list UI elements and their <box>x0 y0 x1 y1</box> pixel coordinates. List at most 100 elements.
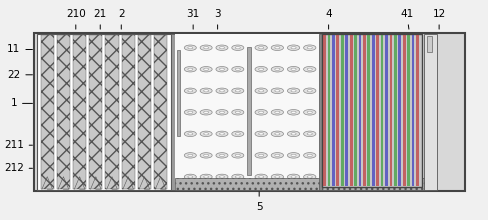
Text: 2: 2 <box>118 9 124 29</box>
Circle shape <box>287 110 299 115</box>
Circle shape <box>258 68 263 70</box>
Text: 31: 31 <box>186 9 200 29</box>
Circle shape <box>290 47 296 49</box>
Circle shape <box>231 131 244 137</box>
Circle shape <box>219 68 224 70</box>
Circle shape <box>216 131 227 137</box>
Circle shape <box>184 66 196 72</box>
Circle shape <box>219 90 224 92</box>
Circle shape <box>254 110 267 115</box>
Circle shape <box>219 133 224 135</box>
Bar <box>34 33 464 191</box>
Circle shape <box>306 176 312 178</box>
Circle shape <box>219 176 224 178</box>
Circle shape <box>216 66 227 72</box>
Bar <box>247 47 250 175</box>
Text: 4: 4 <box>325 9 331 29</box>
Circle shape <box>187 68 192 70</box>
Bar <box>426 36 431 52</box>
Circle shape <box>235 90 240 92</box>
Bar <box>37 34 171 190</box>
Circle shape <box>219 154 224 156</box>
Circle shape <box>203 111 208 114</box>
Circle shape <box>235 133 240 135</box>
Circle shape <box>203 90 208 92</box>
Circle shape <box>274 154 279 157</box>
Bar <box>323 35 325 186</box>
Circle shape <box>254 174 267 180</box>
Bar <box>175 178 426 190</box>
Bar <box>41 35 54 189</box>
Circle shape <box>303 153 315 158</box>
Circle shape <box>306 68 312 70</box>
Circle shape <box>184 45 196 50</box>
Circle shape <box>306 111 312 114</box>
Circle shape <box>200 131 212 137</box>
Circle shape <box>290 68 296 70</box>
Circle shape <box>271 131 283 137</box>
Circle shape <box>306 133 312 135</box>
Bar <box>73 35 86 189</box>
Text: 211: 211 <box>4 140 32 150</box>
Text: 11: 11 <box>7 44 32 55</box>
Circle shape <box>187 90 192 92</box>
Circle shape <box>290 111 296 114</box>
Circle shape <box>271 66 283 72</box>
Circle shape <box>271 153 283 158</box>
Bar <box>327 35 330 186</box>
Bar <box>407 35 409 186</box>
Circle shape <box>287 131 299 137</box>
Circle shape <box>303 88 315 94</box>
Circle shape <box>187 111 192 114</box>
Circle shape <box>274 111 279 114</box>
Circle shape <box>254 153 267 158</box>
Bar <box>89 35 102 189</box>
Bar <box>353 35 356 186</box>
Circle shape <box>187 176 192 178</box>
Circle shape <box>216 45 227 50</box>
Circle shape <box>303 66 315 72</box>
Circle shape <box>200 174 212 180</box>
Circle shape <box>219 47 224 49</box>
Circle shape <box>306 154 312 157</box>
Circle shape <box>203 176 208 178</box>
Circle shape <box>200 110 212 115</box>
Text: 21: 21 <box>93 9 107 29</box>
Circle shape <box>184 153 196 158</box>
Circle shape <box>258 47 263 49</box>
Circle shape <box>287 88 299 94</box>
Circle shape <box>271 174 283 180</box>
Circle shape <box>203 47 208 49</box>
Circle shape <box>274 68 279 70</box>
Circle shape <box>231 45 244 50</box>
Circle shape <box>287 174 299 180</box>
Bar <box>424 34 436 190</box>
Bar <box>340 35 343 186</box>
Bar <box>154 35 167 189</box>
Circle shape <box>235 68 240 70</box>
Circle shape <box>231 174 244 180</box>
Bar <box>358 35 361 186</box>
Circle shape <box>200 153 212 158</box>
Bar <box>105 35 119 189</box>
Circle shape <box>216 153 227 158</box>
Circle shape <box>254 131 267 137</box>
Circle shape <box>274 90 279 92</box>
Circle shape <box>274 47 279 49</box>
Circle shape <box>184 131 196 137</box>
Bar <box>402 35 405 186</box>
Text: 210: 210 <box>66 9 85 29</box>
Circle shape <box>290 176 296 178</box>
Circle shape <box>231 88 244 94</box>
Text: 22: 22 <box>7 70 32 80</box>
Text: 5: 5 <box>255 192 262 212</box>
Circle shape <box>287 66 299 72</box>
Circle shape <box>303 131 315 137</box>
Circle shape <box>235 154 240 156</box>
Circle shape <box>254 66 267 72</box>
Bar <box>371 35 374 186</box>
Bar <box>415 35 418 186</box>
Circle shape <box>216 110 227 115</box>
Circle shape <box>200 45 212 50</box>
Circle shape <box>235 47 240 49</box>
